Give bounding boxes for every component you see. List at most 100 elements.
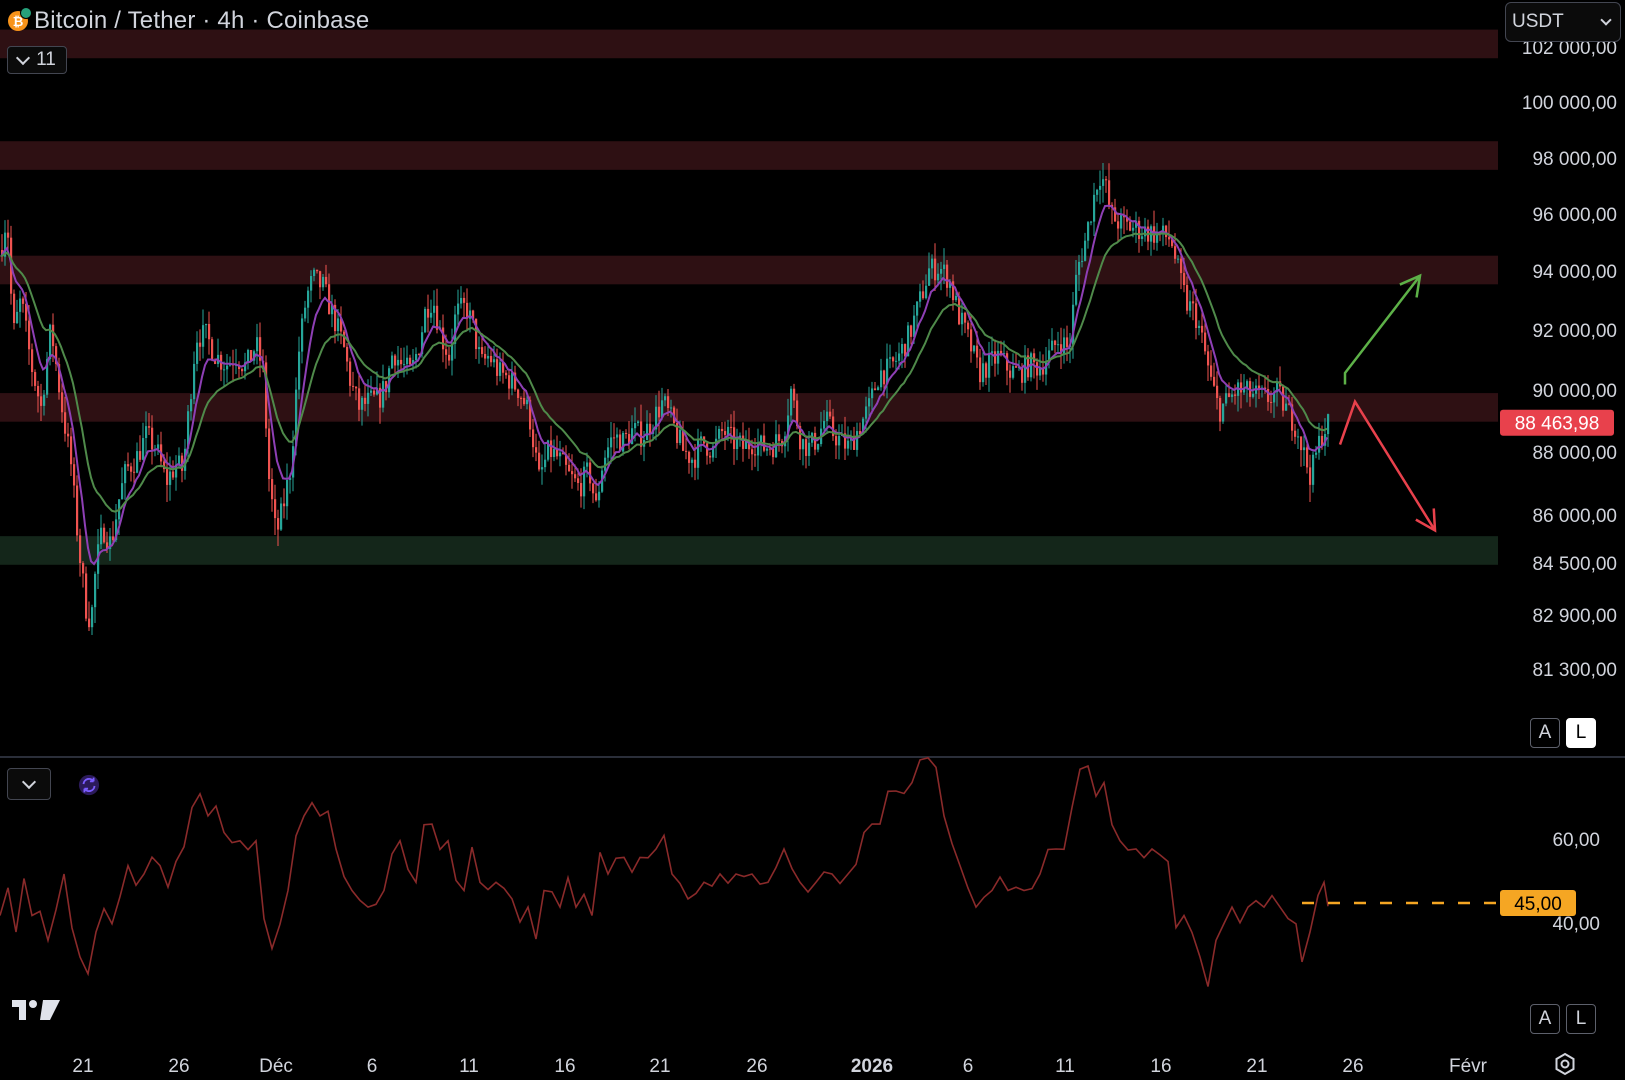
candle — [202, 309, 205, 359]
ema-slow-line[interactable] — [0, 232, 1328, 513]
time-tick-label: 21 — [72, 1056, 93, 1077]
candle — [91, 604, 94, 636]
candle — [265, 355, 268, 438]
resistance-zone-2[interactable] — [0, 255, 1498, 285]
zones-layer — [0, 29, 1498, 565]
candle — [187, 405, 190, 462]
candle — [442, 314, 445, 363]
indicators-toggle-button[interactable]: 11 — [7, 46, 67, 74]
candle — [904, 343, 907, 368]
candle — [1327, 413, 1330, 447]
candle — [640, 404, 643, 455]
resistance-zone-1[interactable] — [0, 141, 1498, 170]
candle — [790, 385, 793, 423]
candle — [37, 380, 40, 413]
candle — [343, 329, 346, 348]
candle — [127, 452, 130, 471]
current-price-label: 88 463,98 — [1500, 409, 1614, 436]
candle — [436, 288, 439, 334]
candle — [1039, 351, 1042, 381]
candle — [1312, 451, 1315, 493]
candle — [484, 346, 487, 366]
candle — [415, 347, 418, 369]
rsi-log-scale-button[interactable]: L — [1566, 1004, 1596, 1034]
price-tick-label: 102 000,00 — [1522, 38, 1617, 59]
candle — [247, 348, 250, 370]
candle — [478, 336, 481, 364]
candle — [676, 408, 679, 449]
candle — [313, 267, 316, 282]
candle — [139, 435, 142, 463]
rsi-line[interactable] — [0, 756, 1329, 987]
candle — [52, 313, 55, 363]
resistance-zone-0[interactable] — [0, 29, 1498, 59]
rsi-collapse-button[interactable] — [7, 768, 51, 800]
candle — [19, 290, 22, 328]
price-tick-label: 81 300,00 — [1532, 660, 1617, 681]
candle — [391, 351, 394, 370]
candle — [895, 351, 898, 371]
time-tick-label: 16 — [1150, 1056, 1171, 1077]
candle — [1030, 351, 1033, 382]
auto-scale-button[interactable]: A — [1530, 718, 1560, 748]
candle — [1189, 290, 1192, 318]
candle — [364, 383, 367, 412]
time-axis[interactable]: 21 26 Déc 6 11 16 21 26 2026 6 11 16 21 26 Févr — [72, 1056, 1487, 1077]
candle — [349, 357, 352, 397]
candle — [1027, 348, 1030, 381]
candle — [973, 345, 976, 354]
candle — [1165, 224, 1168, 246]
candle — [1129, 216, 1132, 232]
candle — [556, 435, 559, 460]
candle — [448, 346, 451, 366]
candle — [508, 369, 511, 400]
currency-select[interactable]: USDT — [1505, 2, 1621, 42]
candle — [802, 438, 805, 466]
chevron-down-icon — [16, 50, 31, 65]
candle — [625, 429, 628, 439]
candle — [169, 456, 172, 501]
settings-gear-icon[interactable] — [1553, 1052, 1577, 1076]
candle — [505, 369, 508, 379]
candle — [1117, 212, 1120, 242]
candle — [979, 348, 982, 390]
candle — [133, 458, 136, 485]
candle — [1315, 445, 1318, 459]
resistance-zone-3[interactable] — [0, 393, 1498, 422]
candle — [994, 339, 997, 377]
candle — [1294, 423, 1297, 445]
candle — [541, 454, 544, 485]
candle — [259, 322, 262, 378]
candle — [316, 269, 319, 274]
candle — [487, 343, 490, 368]
log-scale-button[interactable]: L — [1566, 718, 1596, 748]
support-zone-4[interactable] — [0, 536, 1498, 565]
arrow-down-annotation[interactable] — [1338, 398, 1437, 533]
candle — [1024, 345, 1027, 394]
candle — [757, 428, 760, 472]
arrow-up-annotation[interactable] — [1343, 273, 1422, 385]
ema-fast-line[interactable] — [0, 204, 1328, 566]
rsi-auto-scale-button[interactable]: A — [1530, 1004, 1560, 1034]
symbol-title[interactable]: ₿ Bitcoin / Tether · 4h · Coinbase — [8, 6, 369, 36]
candle — [142, 422, 145, 461]
candle — [1192, 291, 1195, 321]
bitcoin-icon: ₿ — [8, 7, 32, 31]
rsi-current-value-label: 45,00 — [1500, 890, 1576, 916]
candle — [1078, 254, 1081, 291]
candle — [451, 328, 454, 376]
tradingview-logo-icon[interactable] — [12, 996, 60, 1022]
sync-icon[interactable] — [78, 774, 100, 796]
time-tick-label: 6 — [963, 1056, 974, 1077]
candle — [1033, 348, 1036, 379]
price-axis[interactable]: 102 000,00 100 000,00 98 000,00 96 000,00 94… — [1500, 38, 1617, 681]
candle — [109, 527, 112, 561]
candle — [532, 419, 535, 458]
candle — [1228, 382, 1231, 398]
currency-value: USDT — [1512, 11, 1564, 32]
candle — [325, 264, 328, 288]
candle — [1135, 211, 1138, 244]
candle — [766, 447, 769, 456]
